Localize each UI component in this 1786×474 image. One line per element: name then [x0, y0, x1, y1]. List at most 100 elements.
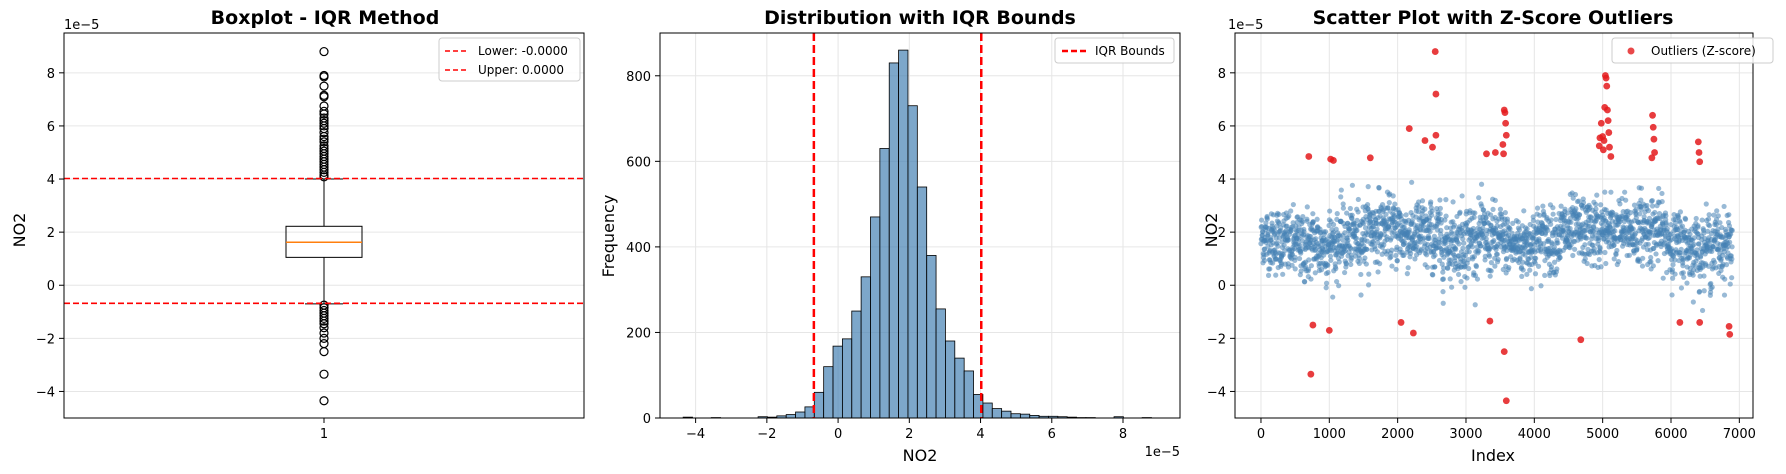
- histogram-panel: Distribution with IQR Bounds NO2 Frequen…: [599, 7, 1181, 465]
- scatter-ytick-label: 0: [1218, 279, 1226, 294]
- scatter-point: [1388, 235, 1394, 241]
- scatter-outlier-point: [1649, 111, 1656, 119]
- scatter-point: [1386, 226, 1393, 232]
- scatter-y-offset-label: 1e−5: [1228, 18, 1263, 33]
- scatter-point: [1466, 265, 1472, 272]
- scatter-point: [1349, 212, 1355, 218]
- scatter-point: [1300, 213, 1306, 220]
- histogram-xtick-label: 0: [834, 427, 842, 442]
- scatter-outlier-point: [1325, 326, 1333, 334]
- scatter-point: [1555, 240, 1561, 246]
- scatter-point: [1448, 257, 1454, 263]
- histogram-legend: IQR Bounds: [1054, 37, 1175, 64]
- scatter-x-axis-label: Index: [1471, 446, 1515, 465]
- scatter-point: [1613, 251, 1619, 258]
- scatter-outlier-point: [1366, 154, 1374, 162]
- scatter-point: [1726, 212, 1732, 218]
- boxplot-ytick-label: 2: [47, 226, 55, 241]
- scatter-point: [1546, 236, 1552, 243]
- scatter-point: [1504, 219, 1511, 225]
- scatter-point: [1547, 272, 1553, 279]
- scatter-point: [1602, 249, 1608, 256]
- histogram-bar: [898, 49, 909, 419]
- scatter-point: [1343, 261, 1349, 267]
- histogram-bar: [907, 105, 918, 419]
- scatter-point: [1453, 246, 1459, 252]
- legend-iqr-label: IQR Bounds: [1095, 44, 1165, 58]
- scatter-point: [1314, 216, 1320, 222]
- scatter-point: [1528, 286, 1534, 292]
- scatter-point: [1464, 275, 1470, 281]
- scatter-point: [1348, 246, 1354, 252]
- scatter-point: [1473, 263, 1480, 270]
- scatter-point: [1346, 226, 1353, 232]
- scatter-point: [1296, 255, 1303, 262]
- scatter-point: [1312, 270, 1318, 276]
- scatter-outlier-point: [1483, 150, 1490, 158]
- scatter-xtick-label: 1000: [1313, 427, 1346, 442]
- scatter-point: [1338, 187, 1344, 193]
- scatter-point: [1355, 196, 1361, 203]
- scatter-point: [1649, 197, 1655, 204]
- histogram-bar: [926, 255, 937, 419]
- scatter-point: [1699, 217, 1705, 223]
- histogram-bar: [916, 186, 928, 419]
- scatter-point: [1390, 193, 1396, 199]
- scatter-xtick-label: 2000: [1381, 427, 1414, 442]
- scatter-point: [1652, 209, 1658, 216]
- scatter-point: [1487, 212, 1494, 218]
- scatter-point: [1594, 192, 1600, 198]
- scatter-point: [1460, 236, 1466, 242]
- boxplot-ytick-label: −2: [36, 332, 55, 347]
- scatter-point: [1459, 193, 1465, 199]
- scatter-outlier-point: [1501, 109, 1509, 117]
- histogram-xtick-label: 6: [1048, 427, 1056, 442]
- scatter-point: [1725, 243, 1731, 250]
- boxplot-outlier: [319, 106, 329, 116]
- scatter-point: [1424, 252, 1430, 258]
- scatter-point: [1572, 246, 1578, 252]
- scatter-point: [1672, 271, 1678, 277]
- histogram-bar: [888, 62, 899, 419]
- scatter-point: [1330, 222, 1337, 228]
- scatter-point: [1660, 275, 1666, 281]
- scatter-point: [1681, 274, 1687, 280]
- boxplot-ytick-label: 8: [47, 67, 55, 82]
- scatter-point: [1270, 260, 1276, 266]
- histogram-legend-box: [1054, 37, 1175, 64]
- scatter-point: [1675, 213, 1681, 219]
- histogram-bar: [823, 366, 834, 419]
- scatter-point: [1492, 197, 1498, 203]
- scatter-point: [1568, 242, 1574, 248]
- scatter-point: [1432, 252, 1438, 258]
- scatter-point: [1691, 235, 1697, 241]
- scatter-point: [1507, 226, 1513, 232]
- scatter-outlier-point: [1307, 370, 1315, 378]
- histogram-ticks: −4 −2 0 2 4 6 8 0 200 400 600 800: [626, 70, 1127, 442]
- scatter-point: [1558, 203, 1564, 209]
- scatter-point: [1591, 246, 1597, 252]
- scatter-point: [1701, 288, 1707, 294]
- scatter-point: [1520, 259, 1526, 265]
- histogram-bar: [1001, 410, 1012, 419]
- scatter-point: [1444, 225, 1450, 231]
- scatter-point: [1597, 245, 1603, 252]
- scatter-point: [1703, 201, 1709, 207]
- scatter-point: [1403, 212, 1409, 218]
- scatter-point: [1471, 254, 1477, 260]
- scatter-point: [1699, 307, 1706, 314]
- scatter-point: [1615, 258, 1622, 265]
- scatter-point: [1502, 210, 1508, 216]
- histogram-bar: [954, 357, 965, 419]
- scatter-point: [1406, 229, 1412, 235]
- scatter-point: [1669, 267, 1676, 273]
- scatter-point: [1323, 280, 1330, 286]
- scatter-point: [1374, 226, 1380, 232]
- scatter-outlier-point: [1432, 90, 1440, 98]
- boxplot-outlier: [319, 121, 329, 131]
- scatter-point: [1386, 200, 1392, 206]
- scatter-point: [1443, 213, 1449, 219]
- histogram-ytick-label: 600: [626, 155, 651, 170]
- scatter-point: [1491, 237, 1497, 244]
